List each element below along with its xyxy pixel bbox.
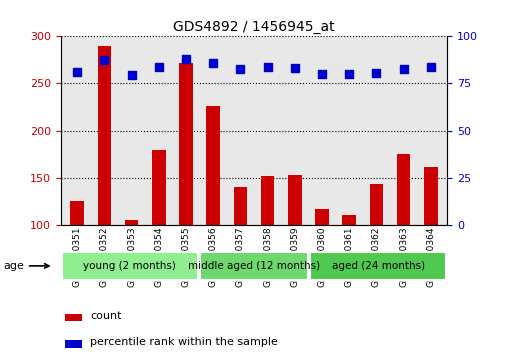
Point: [264, 65, 272, 70]
Text: middle aged (12 months): middle aged (12 months): [188, 261, 320, 271]
Text: count: count: [90, 311, 121, 321]
Bar: [369, 184, 383, 319]
Bar: [179, 63, 193, 319]
Bar: [206, 106, 220, 319]
Bar: [152, 150, 166, 319]
Point: [399, 66, 407, 72]
Text: aged (24 months): aged (24 months): [332, 261, 425, 271]
Bar: [200, 252, 308, 280]
Bar: [71, 201, 84, 319]
Point: [73, 69, 81, 75]
Bar: [397, 154, 410, 319]
Point: [291, 65, 299, 71]
Bar: [315, 209, 329, 319]
Point: [128, 72, 136, 78]
Bar: [424, 167, 437, 319]
Bar: [342, 215, 356, 319]
Bar: [62, 252, 198, 280]
Point: [182, 56, 190, 62]
Bar: [288, 175, 302, 319]
Bar: [65, 314, 82, 322]
Bar: [261, 176, 274, 319]
Point: [372, 70, 380, 76]
Bar: [310, 252, 446, 280]
Text: percentile rank within the sample: percentile rank within the sample: [90, 337, 278, 347]
Point: [236, 66, 244, 72]
Bar: [98, 46, 111, 319]
Text: age: age: [3, 261, 49, 271]
Point: [427, 64, 435, 69]
Title: GDS4892 / 1456945_at: GDS4892 / 1456945_at: [173, 20, 335, 34]
Point: [209, 60, 217, 66]
Bar: [234, 187, 247, 319]
Text: young (2 months): young (2 months): [83, 261, 176, 271]
Point: [318, 71, 326, 77]
Bar: [125, 220, 139, 319]
Point: [345, 71, 353, 77]
Point: [101, 57, 109, 63]
Point: [155, 64, 163, 69]
Bar: [65, 340, 82, 348]
